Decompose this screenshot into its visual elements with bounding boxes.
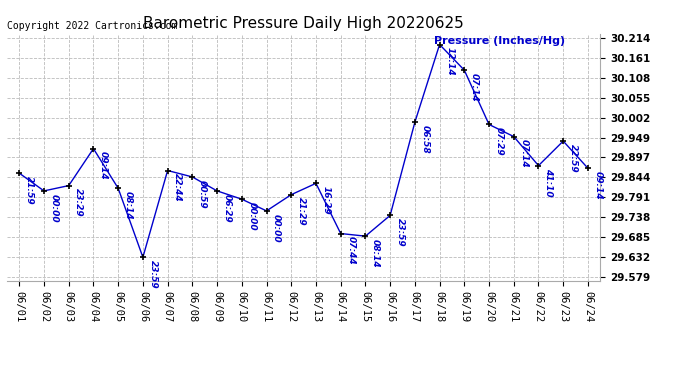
Text: 07:14: 07:14 [520, 140, 529, 168]
Text: 08:14: 08:14 [371, 239, 380, 268]
Text: 07:14: 07:14 [470, 73, 479, 102]
Text: 07:29: 07:29 [495, 127, 504, 156]
Text: Copyright 2022 Cartronics.com: Copyright 2022 Cartronics.com [7, 21, 177, 31]
Text: 06:58: 06:58 [420, 125, 429, 154]
Text: Pressure (Inches/Hg): Pressure (Inches/Hg) [434, 36, 565, 46]
Text: 00:59: 00:59 [198, 180, 207, 209]
Text: 21:29: 21:29 [297, 198, 306, 226]
Text: 22:59: 22:59 [569, 144, 578, 172]
Text: 07:44: 07:44 [346, 236, 355, 265]
Text: 00:00: 00:00 [50, 194, 59, 222]
Text: 21:59: 21:59 [25, 176, 34, 204]
Text: 00:00: 00:00 [247, 202, 257, 231]
Title: Barometric Pressure Daily High 20220625: Barometric Pressure Daily High 20220625 [144, 16, 464, 31]
Text: 06:29: 06:29 [223, 194, 232, 222]
Text: 09:14: 09:14 [99, 152, 108, 180]
Text: 16:29: 16:29 [322, 186, 331, 215]
Text: 08:14: 08:14 [124, 191, 132, 220]
Text: 23:29: 23:29 [75, 188, 83, 217]
Text: 41:10: 41:10 [544, 168, 553, 197]
Text: 00:00: 00:00 [272, 214, 281, 242]
Text: 23:59: 23:59 [148, 260, 157, 289]
Text: 09:14: 09:14 [593, 171, 602, 200]
Text: 22:44: 22:44 [173, 173, 182, 202]
Text: 12:14: 12:14 [445, 47, 454, 76]
Text: 23:59: 23:59 [395, 218, 405, 247]
